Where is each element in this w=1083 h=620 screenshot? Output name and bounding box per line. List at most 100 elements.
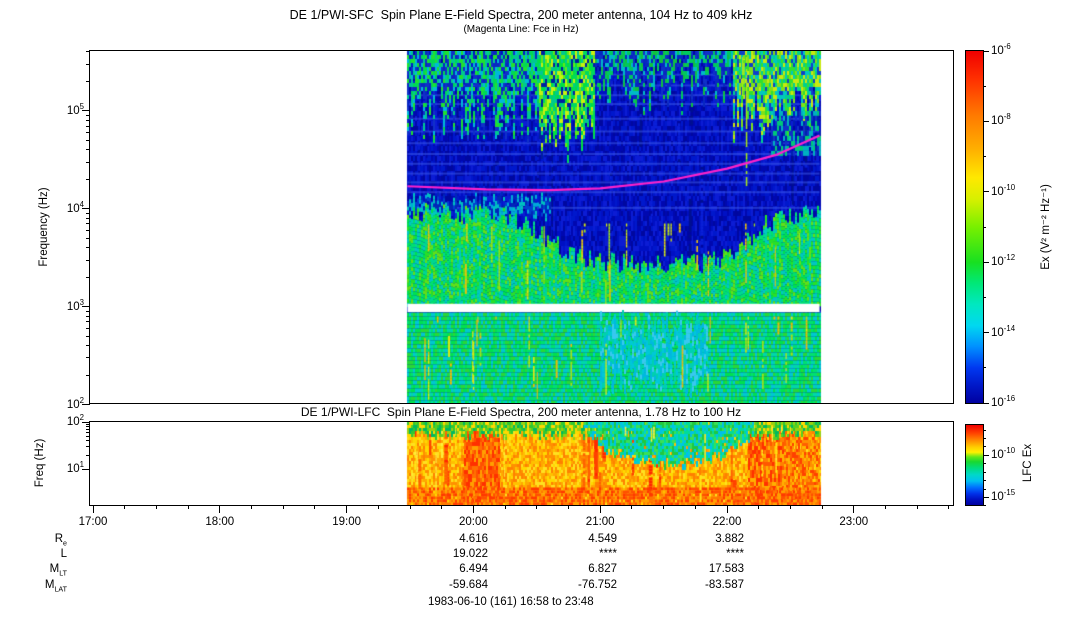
x-tick-label: 21:00 <box>585 516 615 528</box>
y-minor-tick <box>86 310 90 312</box>
y-minor-tick <box>86 119 90 121</box>
y-minor-tick <box>86 178 90 180</box>
colorbar-tick <box>983 50 989 52</box>
x-tick-label: 18:00 <box>205 516 235 528</box>
y-minor-tick <box>86 276 90 278</box>
x-tick <box>853 505 855 513</box>
y-tick <box>82 421 90 423</box>
x-tick <box>314 505 316 509</box>
colorbar-tick <box>983 156 986 158</box>
x-tick-label: 23:00 <box>839 516 869 528</box>
x-tick-label: 19:00 <box>332 516 361 528</box>
x-tick <box>758 505 760 509</box>
annotation-value: 4.616 <box>459 533 488 545</box>
y-minor-tick <box>86 454 90 456</box>
x-tick <box>251 505 252 509</box>
y-minor-tick <box>86 139 90 141</box>
y-minor-tick <box>86 357 90 359</box>
y-minor-tick <box>86 132 90 134</box>
annotation-value: 6.494 <box>459 563 488 575</box>
colorbar-tick <box>983 120 989 122</box>
y-minor-tick <box>86 80 90 82</box>
y-minor-tick <box>86 335 90 337</box>
colorbar-tick-label: 10-14 <box>991 323 1016 339</box>
x-tick <box>346 505 348 513</box>
colorbar-tick-label: 10-16 <box>991 394 1016 409</box>
colorbar-tick <box>983 85 986 87</box>
lfc-spectrogram-canvas <box>89 421 953 505</box>
x-tick <box>504 505 506 509</box>
x-tick <box>441 505 443 509</box>
x-tick <box>789 505 791 509</box>
y-minor-tick <box>86 247 90 249</box>
x-tick-label: 22:00 <box>712 516 742 528</box>
colorbar-tick-label: 10-10 <box>991 182 1016 198</box>
colorbar-tick <box>983 463 986 465</box>
colorbar-tick <box>983 505 986 507</box>
y-tick-label: 102 <box>66 395 84 411</box>
annotation-value: 6.827 <box>588 563 617 575</box>
x-tick <box>599 505 601 513</box>
sfc-spectrogram-panel <box>88 49 954 404</box>
x-tick <box>536 505 538 509</box>
annotation-value: 19.022 <box>452 548 488 560</box>
x-tick-label: 20:00 <box>459 516 488 528</box>
annotation-value: **** <box>726 548 744 560</box>
annotation-row-label: Re <box>54 533 67 548</box>
annotation-row-label: MLAT <box>44 579 67 594</box>
x-tick <box>631 505 633 509</box>
y-minor-tick <box>86 217 90 219</box>
colorbar-tick <box>983 191 989 193</box>
colorbar-tick-label: 10-8 <box>991 112 1011 128</box>
annotation-row-label: MLT <box>49 563 67 578</box>
annotation-value: -59.684 <box>448 579 488 591</box>
y-minor-tick <box>86 259 90 261</box>
colorbar-tick <box>983 226 986 228</box>
sfc-subtitle: (Magenta Line: Fce in Hz) <box>463 24 579 35</box>
y-minor-tick <box>86 374 90 376</box>
colorbar-tick <box>983 332 989 334</box>
y-minor-tick <box>86 345 90 347</box>
y-tick-label: 102 <box>66 413 84 428</box>
y-minor-tick <box>86 428 90 430</box>
lfc-spectrogram-panel <box>88 420 954 506</box>
y-minor-tick <box>86 114 90 116</box>
x-tick <box>92 505 94 513</box>
y-minor-tick <box>86 426 90 428</box>
y-minor-tick <box>86 432 90 434</box>
y-tick <box>82 208 90 210</box>
x-tick <box>187 505 189 509</box>
annotation-value: **** <box>599 548 617 560</box>
x-tick <box>472 505 474 513</box>
y-minor-tick <box>86 440 90 442</box>
x-tick <box>948 505 950 509</box>
colorbar-tick-label: 10-6 <box>991 42 1011 57</box>
colorbar-tick-label: 10-15 <box>991 488 1016 504</box>
y-minor-tick <box>86 125 90 127</box>
y-minor-tick <box>86 212 90 214</box>
y-tick-label: 104 <box>66 199 84 215</box>
y-minor-tick <box>86 161 90 163</box>
colorbar-tick <box>983 296 986 298</box>
y-minor-tick <box>86 423 90 425</box>
y-minor-tick <box>86 321 90 323</box>
date-range-label: 1983-06-10 (161) 16:58 to 23:48 <box>428 596 594 608</box>
x-tick <box>124 505 126 509</box>
x-tick-label: 17:00 <box>78 516 108 528</box>
lfc-colorbar <box>965 424 984 506</box>
y-tick <box>82 306 90 308</box>
y-minor-tick <box>86 223 90 225</box>
sfc-title: DE 1/PWI-SFC Spin Plane E-Field Spectra,… <box>289 8 753 22</box>
sfc-spectrogram-canvas <box>89 50 953 403</box>
y-minor-tick <box>86 237 90 239</box>
annotation-value: 3.882 <box>715 533 744 545</box>
colorbar-tick-label: 10-12 <box>991 253 1016 269</box>
y-minor-tick <box>86 51 90 53</box>
x-tick <box>568 505 569 509</box>
colorbar-tick <box>983 488 986 490</box>
y-minor-tick <box>86 149 90 151</box>
colorbar-tick <box>983 454 989 456</box>
colorbar-tick-label: 10-10 <box>991 446 1016 462</box>
